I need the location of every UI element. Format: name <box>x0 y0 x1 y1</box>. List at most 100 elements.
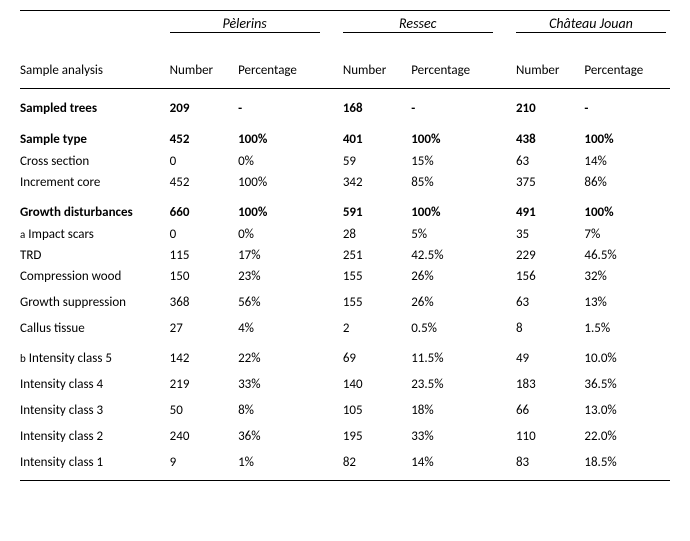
cell-number: 195 <box>343 421 411 447</box>
cell-percentage: 23% <box>238 266 324 287</box>
table-row: Growth suppression 368 56% 155 26% 63 13… <box>20 287 670 313</box>
cell-percentage: 100% <box>411 193 497 224</box>
table-row: Intensity class 4 219 33% 140 23.5% 183 … <box>20 369 670 395</box>
cell-number: 83 <box>516 447 584 481</box>
cell-number: 49 <box>516 339 584 369</box>
row-label: TRD <box>20 245 170 266</box>
cell-percentage: 100% <box>238 193 324 224</box>
cell-number: 219 <box>170 369 238 395</box>
cell-percentage: 36% <box>238 421 324 447</box>
table-row: Cross section 0 0% 59 15% 63 14% <box>20 151 670 172</box>
cell-number: 401 <box>343 120 411 151</box>
cell-percentage: 100% <box>584 193 670 224</box>
cell-number: 27 <box>170 313 238 339</box>
cell-number: 210 <box>516 89 584 121</box>
cell-percentage: 8% <box>238 395 324 421</box>
cell-number: 142 <box>170 339 238 369</box>
cell-number: 8 <box>516 313 584 339</box>
cell-percentage: 46.5% <box>584 245 670 266</box>
cell-number: 105 <box>343 395 411 421</box>
table-row: Callus tissue 27 4% 2 0.5% 8 1.5% <box>20 313 670 339</box>
cell-number: 591 <box>343 193 411 224</box>
cell-percentage: 33% <box>411 421 497 447</box>
col-number: Number <box>170 43 238 89</box>
cell-number: 368 <box>170 287 238 313</box>
cell-percentage: 100% <box>411 120 497 151</box>
row-label: aImpact scars <box>20 224 170 245</box>
cell-percentage: 11.5% <box>411 339 497 369</box>
cell-percentage: - <box>584 89 670 121</box>
cell-percentage: 85% <box>411 172 497 193</box>
cell-percentage: 14% <box>584 151 670 172</box>
site-2-name: Ressec <box>399 15 436 32</box>
cell-percentage: 0.5% <box>411 313 497 339</box>
table-row: aImpact scars 0 0% 28 5% 35 7% <box>20 224 670 245</box>
cell-number: 0 <box>170 151 238 172</box>
table-row: TRD 115 17% 251 42.5% 229 46.5% <box>20 245 670 266</box>
cell-number: 63 <box>516 287 584 313</box>
cell-percentage: 18% <box>411 395 497 421</box>
cell-number: 150 <box>170 266 238 287</box>
cell-number: 59 <box>343 151 411 172</box>
row-label: Intensity class 1 <box>20 447 170 481</box>
row-label: Callus tissue <box>20 313 170 339</box>
cell-percentage: - <box>238 89 324 121</box>
table-row: Intensity class 3 50 8% 105 18% 66 13.0% <box>20 395 670 421</box>
cell-percentage: 100% <box>238 172 324 193</box>
cell-number: 155 <box>343 287 411 313</box>
col-percentage: Percentage <box>411 43 497 89</box>
table-row: bIntensity class 5 142 22% 69 11.5% 49 1… <box>20 339 670 369</box>
cell-number: 66 <box>516 395 584 421</box>
cell-number: 491 <box>516 193 584 224</box>
cell-number: 155 <box>343 266 411 287</box>
cell-number: 229 <box>516 245 584 266</box>
cell-number: 69 <box>343 339 411 369</box>
cell-number: 63 <box>516 151 584 172</box>
cell-number: 251 <box>343 245 411 266</box>
cell-percentage: 14% <box>411 447 497 481</box>
cell-percentage: 0% <box>238 224 324 245</box>
cell-percentage: - <box>411 89 497 121</box>
col-percentage: Percentage <box>584 43 670 89</box>
table-row: Intensity class 1 9 1% 82 14% 83 18.5% <box>20 447 670 481</box>
row-label: Intensity class 3 <box>20 395 170 421</box>
cell-percentage: 10.0% <box>584 339 670 369</box>
row-label: Cross section <box>20 151 170 172</box>
cell-percentage: 5% <box>411 224 497 245</box>
cell-number: 375 <box>516 172 584 193</box>
cell-percentage: 13% <box>584 287 670 313</box>
col-sample-analysis: Sample analysis <box>20 43 170 89</box>
row-label: Compression wood <box>20 266 170 287</box>
table-row: Increment core 452 100% 342 85% 375 86% <box>20 172 670 193</box>
site-3-name: Château Jouan <box>549 15 633 32</box>
cell-percentage: 22% <box>238 339 324 369</box>
table-row: Compression wood 150 23% 155 26% 156 32% <box>20 266 670 287</box>
section-growth-disturbances: Growth disturbances 660 100% 591 100% 49… <box>20 193 670 224</box>
col-number: Number <box>343 43 411 89</box>
cell-percentage: 17% <box>238 245 324 266</box>
cell-number: 452 <box>170 120 238 151</box>
cell-percentage: 1.5% <box>584 313 670 339</box>
cell-percentage: 26% <box>411 287 497 313</box>
cell-percentage: 22.0% <box>584 421 670 447</box>
column-header-row: Sample analysis Number Percentage Number… <box>20 43 670 89</box>
cell-number: 28 <box>343 224 411 245</box>
cell-number: 452 <box>170 172 238 193</box>
row-label: Growth suppression <box>20 287 170 313</box>
section-sampled-trees: Sampled trees 209 - 168 - 210 - <box>20 89 670 121</box>
cell-number: 35 <box>516 224 584 245</box>
cell-percentage: 23.5% <box>411 369 497 395</box>
cell-number: 110 <box>516 421 584 447</box>
cell-percentage: 33% <box>238 369 324 395</box>
row-label: bIntensity class 5 <box>20 339 170 369</box>
cell-number: 438 <box>516 120 584 151</box>
row-label: Growth disturbances <box>20 193 170 224</box>
site-header-row: Pèlerins Ressec Château Jouan <box>20 11 670 43</box>
cell-number: 156 <box>516 266 584 287</box>
cell-number: 50 <box>170 395 238 421</box>
cell-number: 0 <box>170 224 238 245</box>
sample-analysis-table-container: Pèlerins Ressec Château Jouan Sample ana… <box>0 0 690 493</box>
cell-percentage: 13.0% <box>584 395 670 421</box>
cell-number: 140 <box>343 369 411 395</box>
cell-number: 342 <box>343 172 411 193</box>
